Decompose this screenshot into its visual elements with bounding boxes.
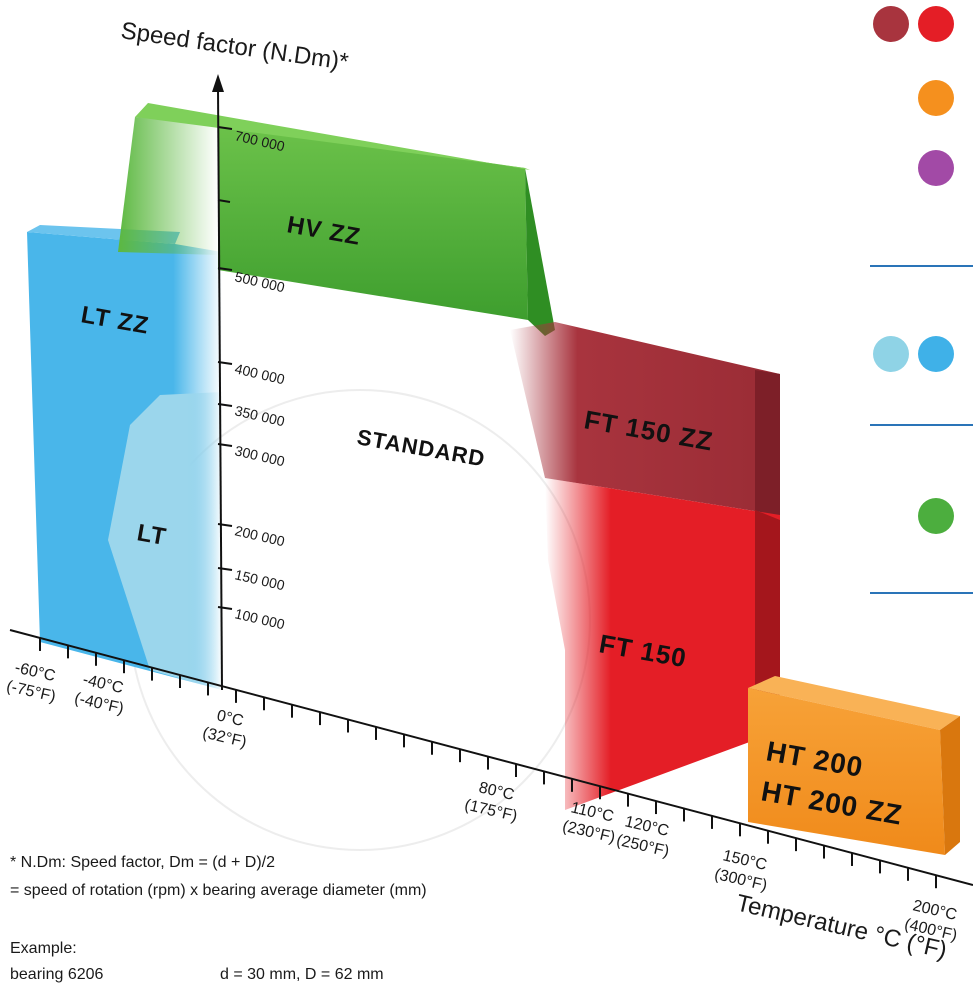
footnote-speed-factor: * N.Dm: Speed factor, Dm = (d + D)/2: [10, 854, 275, 871]
example-heading: Example:: [10, 940, 77, 957]
x-axis: [9, 629, 973, 886]
lt-label: LT: [135, 519, 169, 551]
legend-divider: [870, 265, 973, 267]
example-dimensions: d = 30 mm, D = 62 mm: [220, 966, 384, 983]
ft150zz-zone: [510, 322, 780, 520]
temp-label-150: 150°C (300°F): [713, 847, 769, 894]
temp-label-120: 120°C (250°F): [615, 813, 671, 860]
legend-dot-light-blue: [873, 336, 909, 372]
legend-dot-green: [918, 498, 954, 534]
standard-label: STANDARD: [355, 424, 487, 471]
y-tick-label: 300 000: [233, 442, 286, 469]
legend-divider: [870, 424, 973, 426]
legend-dot-red: [918, 6, 954, 42]
temp-label-80: 80°C (175°F): [463, 779, 519, 825]
y-axis: [212, 74, 224, 691]
y-tick-label: 100 000: [233, 605, 286, 632]
y-tick-label: 400 000: [233, 360, 286, 387]
temp-label-0: 0°C (32°F): [201, 707, 248, 751]
example-bearing: bearing 6206: [10, 966, 104, 983]
hv-zz-zone: [118, 103, 555, 336]
y-tick-label: 200 000: [233, 522, 286, 549]
legend-dot-dark-red: [873, 6, 909, 42]
temp-label-minus60: -60°C (-75°F): [5, 659, 57, 705]
y-axis-title: Speed factor (N.Dm)*: [119, 17, 350, 76]
svg-text:0°C: 0°C: [215, 707, 245, 730]
footnote-definition: = speed of rotation (rpm) x bearing aver…: [10, 882, 427, 899]
y-tick-label: 350 000: [233, 402, 286, 429]
y-tick-label: 150 000: [233, 566, 286, 593]
ht200-zone: [748, 676, 960, 855]
temp-label-minus40: -40°C (-40°F): [73, 671, 125, 717]
legend-dot-purple: [918, 150, 954, 186]
lt-zone: [108, 392, 222, 690]
legend-divider: [870, 592, 973, 594]
legend-dot-blue: [918, 336, 954, 372]
legend-dot-orange: [918, 80, 954, 116]
